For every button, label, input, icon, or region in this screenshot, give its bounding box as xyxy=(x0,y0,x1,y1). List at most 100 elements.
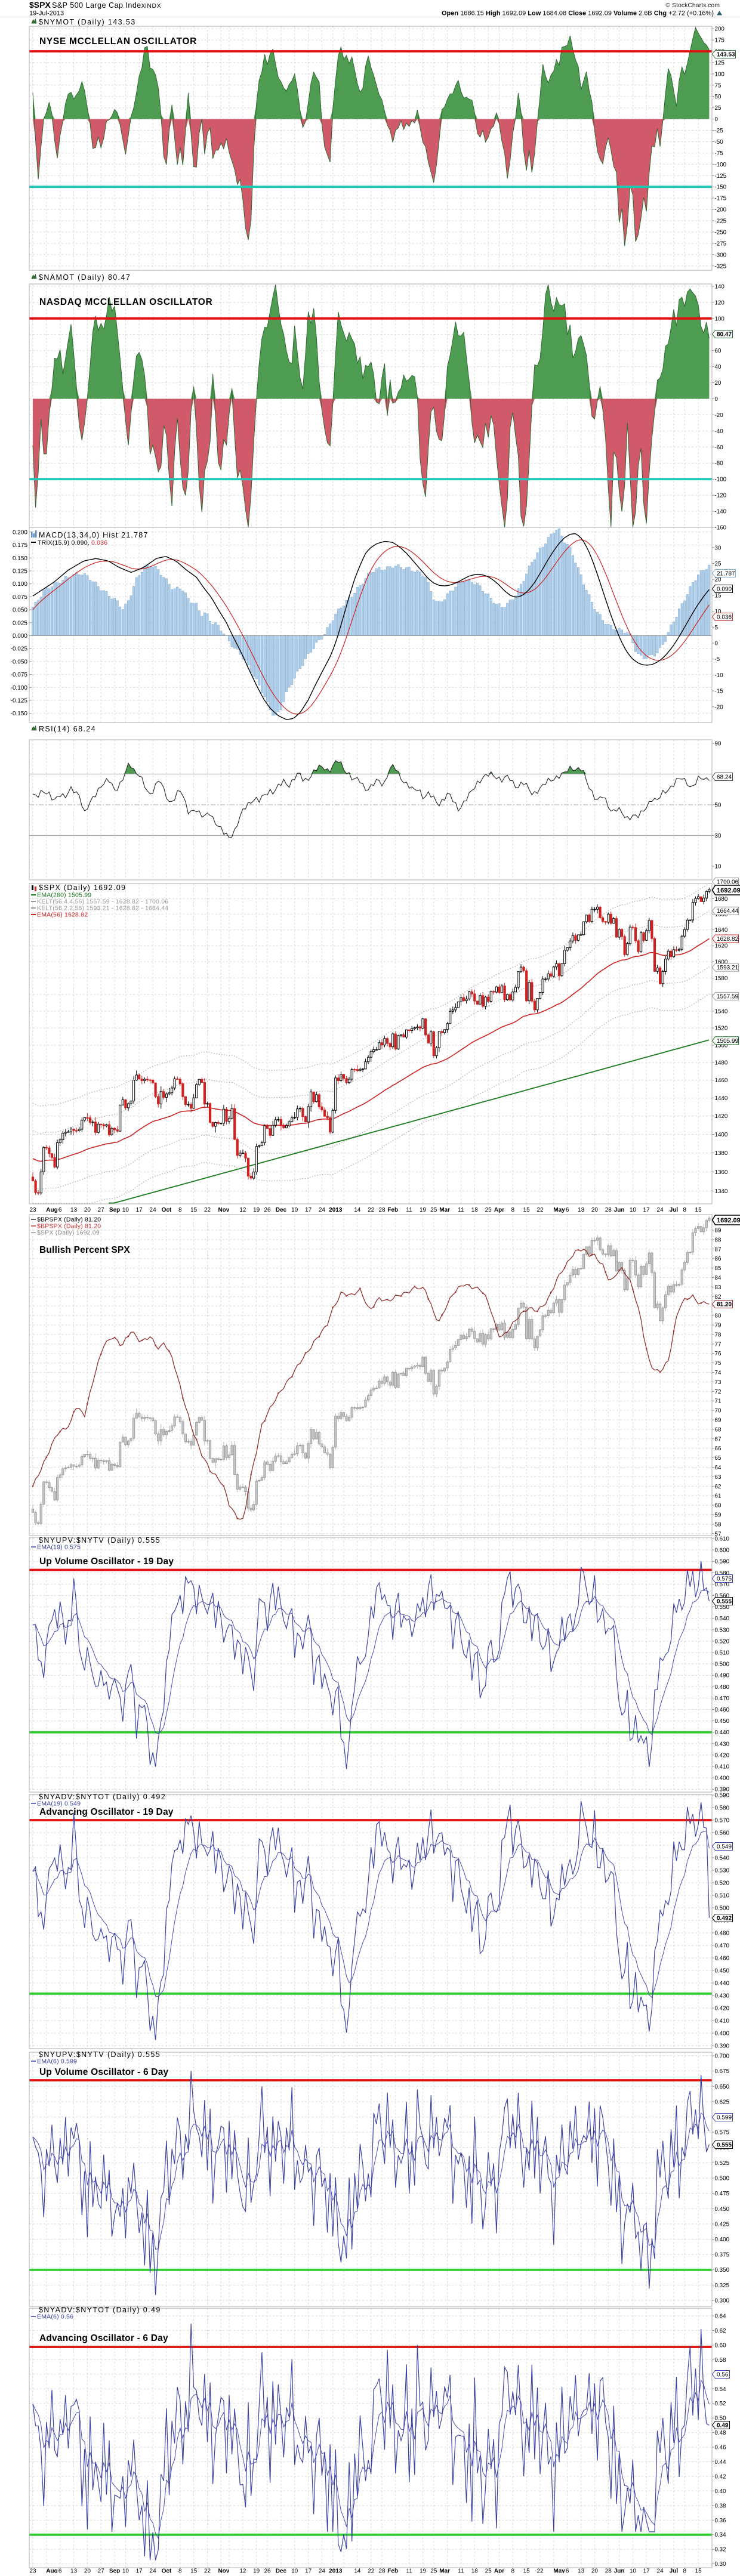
svg-text:63: 63 xyxy=(715,1474,722,1481)
svg-text:$SPX (Daily) 1692.09: $SPX (Daily) 1692.09 xyxy=(39,884,126,892)
svg-text:-100: -100 xyxy=(715,477,727,483)
svg-text:10: 10 xyxy=(122,1207,130,1213)
svg-text:0.400: 0.400 xyxy=(715,2237,730,2243)
svg-text:6: 6 xyxy=(58,1207,62,1213)
svg-text:0.700: 0.700 xyxy=(715,2053,730,2060)
svg-text:1580: 1580 xyxy=(715,975,728,982)
svg-text:$NYADV:$NYTOT (Daily) 0.49: $NYADV:$NYTOT (Daily) 0.49 xyxy=(39,2306,161,2314)
svg-text:0.625: 0.625 xyxy=(715,2099,730,2105)
svg-text:1628.82: 1628.82 xyxy=(717,936,739,943)
svg-text:0.500: 0.500 xyxy=(715,1661,730,1668)
svg-text:0.575: 0.575 xyxy=(717,1576,732,1583)
svg-text:89: 89 xyxy=(715,1228,722,1234)
svg-text:143.53: 143.53 xyxy=(717,52,735,58)
svg-text:-0.025: -0.025 xyxy=(11,646,28,653)
svg-text:$NYMOT (Daily) 143.53: $NYMOT (Daily) 143.53 xyxy=(39,18,136,26)
svg-text:0.200: 0.200 xyxy=(13,529,27,536)
svg-text:0.550: 0.550 xyxy=(715,1604,730,1611)
svg-text:Jul: Jul xyxy=(670,2568,679,2574)
svg-text:0.050: 0.050 xyxy=(13,607,27,614)
svg-text:0.650: 0.650 xyxy=(715,2084,730,2090)
svg-text:0.590: 0.590 xyxy=(715,1559,730,1565)
svg-text:0.64: 0.64 xyxy=(715,2314,727,2320)
svg-text:75: 75 xyxy=(715,1360,722,1367)
svg-text:50: 50 xyxy=(715,802,722,809)
svg-text:© StockCharts.com: © StockCharts.com xyxy=(665,2,720,9)
svg-text:76: 76 xyxy=(715,1351,722,1357)
svg-text:-100: -100 xyxy=(715,162,727,168)
svg-text:0.555: 0.555 xyxy=(717,1599,732,1605)
svg-text:-5: -5 xyxy=(715,656,720,663)
svg-text:EMA(19) 0.575: EMA(19) 0.575 xyxy=(37,1544,81,1551)
svg-text:125: 125 xyxy=(715,60,725,66)
svg-text:Mar: Mar xyxy=(439,1207,450,1213)
svg-text:10: 10 xyxy=(630,1207,637,1213)
svg-text:$NAMOT (Daily) 80.47: $NAMOT (Daily) 80.47 xyxy=(39,273,131,282)
svg-text:72: 72 xyxy=(715,1389,722,1395)
svg-text:81.20: 81.20 xyxy=(717,1302,732,1308)
svg-text:15: 15 xyxy=(715,592,722,599)
svg-text:1420: 1420 xyxy=(715,1113,728,1120)
svg-text:-120: -120 xyxy=(715,493,727,499)
svg-text:-0.150: -0.150 xyxy=(11,711,28,717)
svg-text:0.40: 0.40 xyxy=(715,2488,727,2495)
svg-text:0.42: 0.42 xyxy=(715,2473,726,2480)
svg-text:Nov: Nov xyxy=(218,2568,229,2574)
svg-text:0.510: 0.510 xyxy=(715,1893,730,1899)
svg-text:1540: 1540 xyxy=(715,1008,728,1015)
svg-text:15: 15 xyxy=(695,2568,702,2574)
svg-text:1460: 1460 xyxy=(715,1077,728,1084)
svg-text:$NYUPV:$NYTV (Daily) 0.555: $NYUPV:$NYTV (Daily) 0.555 xyxy=(39,2050,161,2059)
svg-text:17: 17 xyxy=(643,1207,650,1213)
svg-text:0.580: 0.580 xyxy=(715,1570,730,1577)
svg-text:22: 22 xyxy=(204,2568,211,2574)
svg-text:17: 17 xyxy=(136,2568,143,2574)
svg-text:0.175: 0.175 xyxy=(13,542,27,549)
svg-text:0.549: 0.549 xyxy=(717,1844,732,1851)
svg-text:87: 87 xyxy=(715,1246,722,1253)
svg-text:0.420: 0.420 xyxy=(715,1752,730,1759)
svg-text:1593.21: 1593.21 xyxy=(717,965,739,971)
svg-text:79: 79 xyxy=(715,1323,722,1329)
svg-text:-175: -175 xyxy=(715,196,727,202)
svg-text:-300: -300 xyxy=(715,252,727,258)
svg-text:67: 67 xyxy=(715,1436,722,1443)
svg-text:0.560: 0.560 xyxy=(715,1830,730,1837)
svg-text:20: 20 xyxy=(84,1207,91,1213)
svg-text:0.410: 0.410 xyxy=(715,2018,730,2025)
svg-text:78: 78 xyxy=(715,1332,722,1338)
svg-text:0.470: 0.470 xyxy=(715,1695,730,1702)
svg-text:2013: 2013 xyxy=(329,2568,343,2574)
svg-text:25: 25 xyxy=(485,2568,492,2574)
svg-text:1480: 1480 xyxy=(715,1060,728,1067)
svg-text:0.375: 0.375 xyxy=(715,2252,730,2259)
svg-text:8: 8 xyxy=(178,2568,182,2574)
svg-text:$BPSPX (Daily) 81.20: $BPSPX (Daily) 81.20 xyxy=(37,1216,101,1224)
svg-text:25: 25 xyxy=(715,105,722,112)
svg-text:-80: -80 xyxy=(715,461,724,467)
svg-text:0.580: 0.580 xyxy=(715,1805,730,1812)
svg-text:0.100: 0.100 xyxy=(13,581,27,588)
svg-text:0.525: 0.525 xyxy=(715,2160,730,2167)
svg-text:74: 74 xyxy=(715,1370,722,1376)
svg-text:62: 62 xyxy=(715,1484,722,1490)
svg-text:18: 18 xyxy=(471,2568,479,2574)
svg-text:18: 18 xyxy=(471,1207,479,1213)
svg-text:10: 10 xyxy=(715,864,722,870)
svg-text:20: 20 xyxy=(715,380,722,387)
svg-text:-0.125: -0.125 xyxy=(11,698,28,705)
svg-text:19: 19 xyxy=(253,2568,260,2574)
svg-text:100: 100 xyxy=(715,316,725,322)
svg-text:0.500: 0.500 xyxy=(715,1905,730,1912)
svg-text:$SPX (Daily) 1692.09: $SPX (Daily) 1692.09 xyxy=(37,1230,100,1237)
svg-text:59: 59 xyxy=(715,1512,722,1519)
svg-text:1692.09: 1692.09 xyxy=(717,887,740,894)
svg-text:15: 15 xyxy=(695,1207,702,1213)
svg-text:0.32: 0.32 xyxy=(715,2547,726,2553)
svg-text:19: 19 xyxy=(420,1207,427,1213)
svg-text:0.430: 0.430 xyxy=(715,1993,730,2000)
svg-text:0.480: 0.480 xyxy=(715,1684,730,1691)
svg-text:24: 24 xyxy=(319,1207,326,1213)
svg-text:0.575: 0.575 xyxy=(715,2130,730,2136)
svg-text:1500: 1500 xyxy=(715,1043,728,1049)
